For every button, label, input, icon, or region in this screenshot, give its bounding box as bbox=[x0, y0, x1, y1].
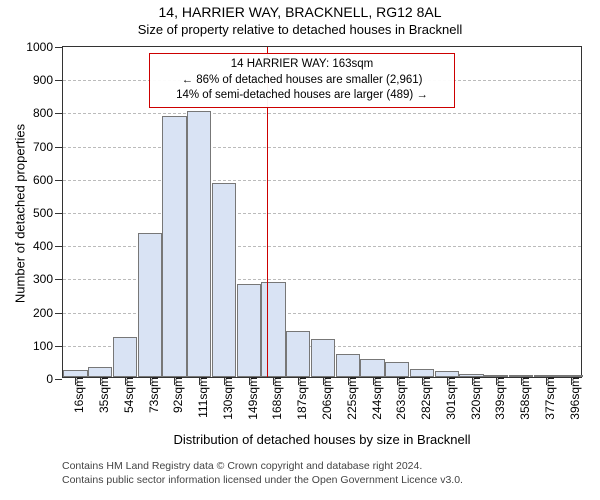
y-tick-label: 800 bbox=[33, 106, 63, 120]
x-tick-label: 263sqm bbox=[386, 377, 408, 420]
histogram-bar bbox=[138, 233, 162, 377]
x-tick-label: 320sqm bbox=[461, 377, 483, 420]
x-tick-label: 396sqm bbox=[560, 377, 582, 420]
histogram-bar bbox=[88, 367, 112, 377]
y-axis-label: Number of detached properties bbox=[13, 104, 28, 324]
x-tick-label: 54sqm bbox=[114, 377, 136, 413]
histogram-bar bbox=[410, 369, 434, 377]
histogram-bar bbox=[311, 339, 335, 377]
y-tick-label: 500 bbox=[33, 206, 63, 220]
gridline bbox=[63, 113, 581, 115]
y-tick-label: 900 bbox=[33, 73, 63, 87]
x-tick-label: 225sqm bbox=[337, 377, 359, 420]
x-tick-label: 111sqm bbox=[188, 377, 210, 418]
info-box: 14 HARRIER WAY: 163sqm← 86% of detached … bbox=[149, 53, 455, 108]
x-tick-label: 35sqm bbox=[89, 377, 111, 413]
histogram-bar bbox=[261, 282, 285, 377]
x-tick-label: 244sqm bbox=[362, 377, 384, 420]
y-tick-label: 200 bbox=[33, 306, 63, 320]
x-tick-label: 377sqm bbox=[535, 377, 557, 420]
x-tick-label: 339sqm bbox=[485, 377, 507, 420]
footer-attribution: Contains HM Land Registry data © Crown c… bbox=[62, 460, 463, 487]
footer-line2: Contains public sector information licen… bbox=[62, 474, 463, 488]
histogram-bar bbox=[360, 359, 384, 377]
footer-line1: Contains HM Land Registry data © Crown c… bbox=[62, 460, 463, 474]
histogram-bar bbox=[336, 354, 360, 377]
histogram-bar bbox=[187, 111, 211, 377]
x-tick-label: 301sqm bbox=[436, 377, 458, 420]
x-tick-label: 149sqm bbox=[238, 377, 260, 420]
info-box-line: 14 HARRIER WAY: 163sqm bbox=[156, 57, 448, 73]
gridline bbox=[63, 147, 581, 149]
x-tick-label: 92sqm bbox=[163, 377, 185, 413]
info-box-line: 14% of semi-detached houses are larger (… bbox=[156, 88, 448, 104]
histogram-bar bbox=[385, 362, 409, 377]
x-axis-label: Distribution of detached houses by size … bbox=[62, 432, 582, 447]
y-tick-label: 600 bbox=[33, 173, 63, 187]
x-tick-label: 358sqm bbox=[510, 377, 532, 420]
histogram-bar bbox=[286, 331, 310, 377]
y-tick-label: 100 bbox=[33, 339, 63, 353]
chart-container: 14, HARRIER WAY, BRACKNELL, RG12 8AL Siz… bbox=[0, 0, 600, 500]
y-tick-label: 1000 bbox=[26, 40, 63, 54]
y-tick-label: 400 bbox=[33, 239, 63, 253]
x-tick-label: 73sqm bbox=[139, 377, 161, 413]
info-box-line: ← 86% of detached houses are smaller (2,… bbox=[156, 73, 448, 89]
gridline bbox=[63, 213, 581, 215]
x-tick-label: 206sqm bbox=[312, 377, 334, 420]
x-tick-label: 282sqm bbox=[411, 377, 433, 420]
histogram-bar bbox=[63, 370, 87, 377]
chart-plot-area: 0100200300400500600700800900100016sqm35s… bbox=[62, 46, 582, 378]
x-tick-label: 187sqm bbox=[287, 377, 309, 420]
x-tick-label: 168sqm bbox=[262, 377, 284, 420]
histogram-bar bbox=[113, 337, 137, 377]
y-tick-label: 0 bbox=[46, 372, 63, 386]
histogram-bar bbox=[162, 116, 186, 377]
subtitle: Size of property relative to detached ho… bbox=[0, 22, 600, 37]
y-tick-label: 300 bbox=[33, 272, 63, 286]
x-tick-label: 130sqm bbox=[213, 377, 235, 420]
y-tick-label: 700 bbox=[33, 140, 63, 154]
address-title: 14, HARRIER WAY, BRACKNELL, RG12 8AL bbox=[0, 4, 600, 20]
histogram-bar bbox=[212, 183, 236, 377]
histogram-bar bbox=[237, 284, 261, 377]
gridline bbox=[63, 180, 581, 182]
x-tick-label: 16sqm bbox=[64, 377, 86, 413]
